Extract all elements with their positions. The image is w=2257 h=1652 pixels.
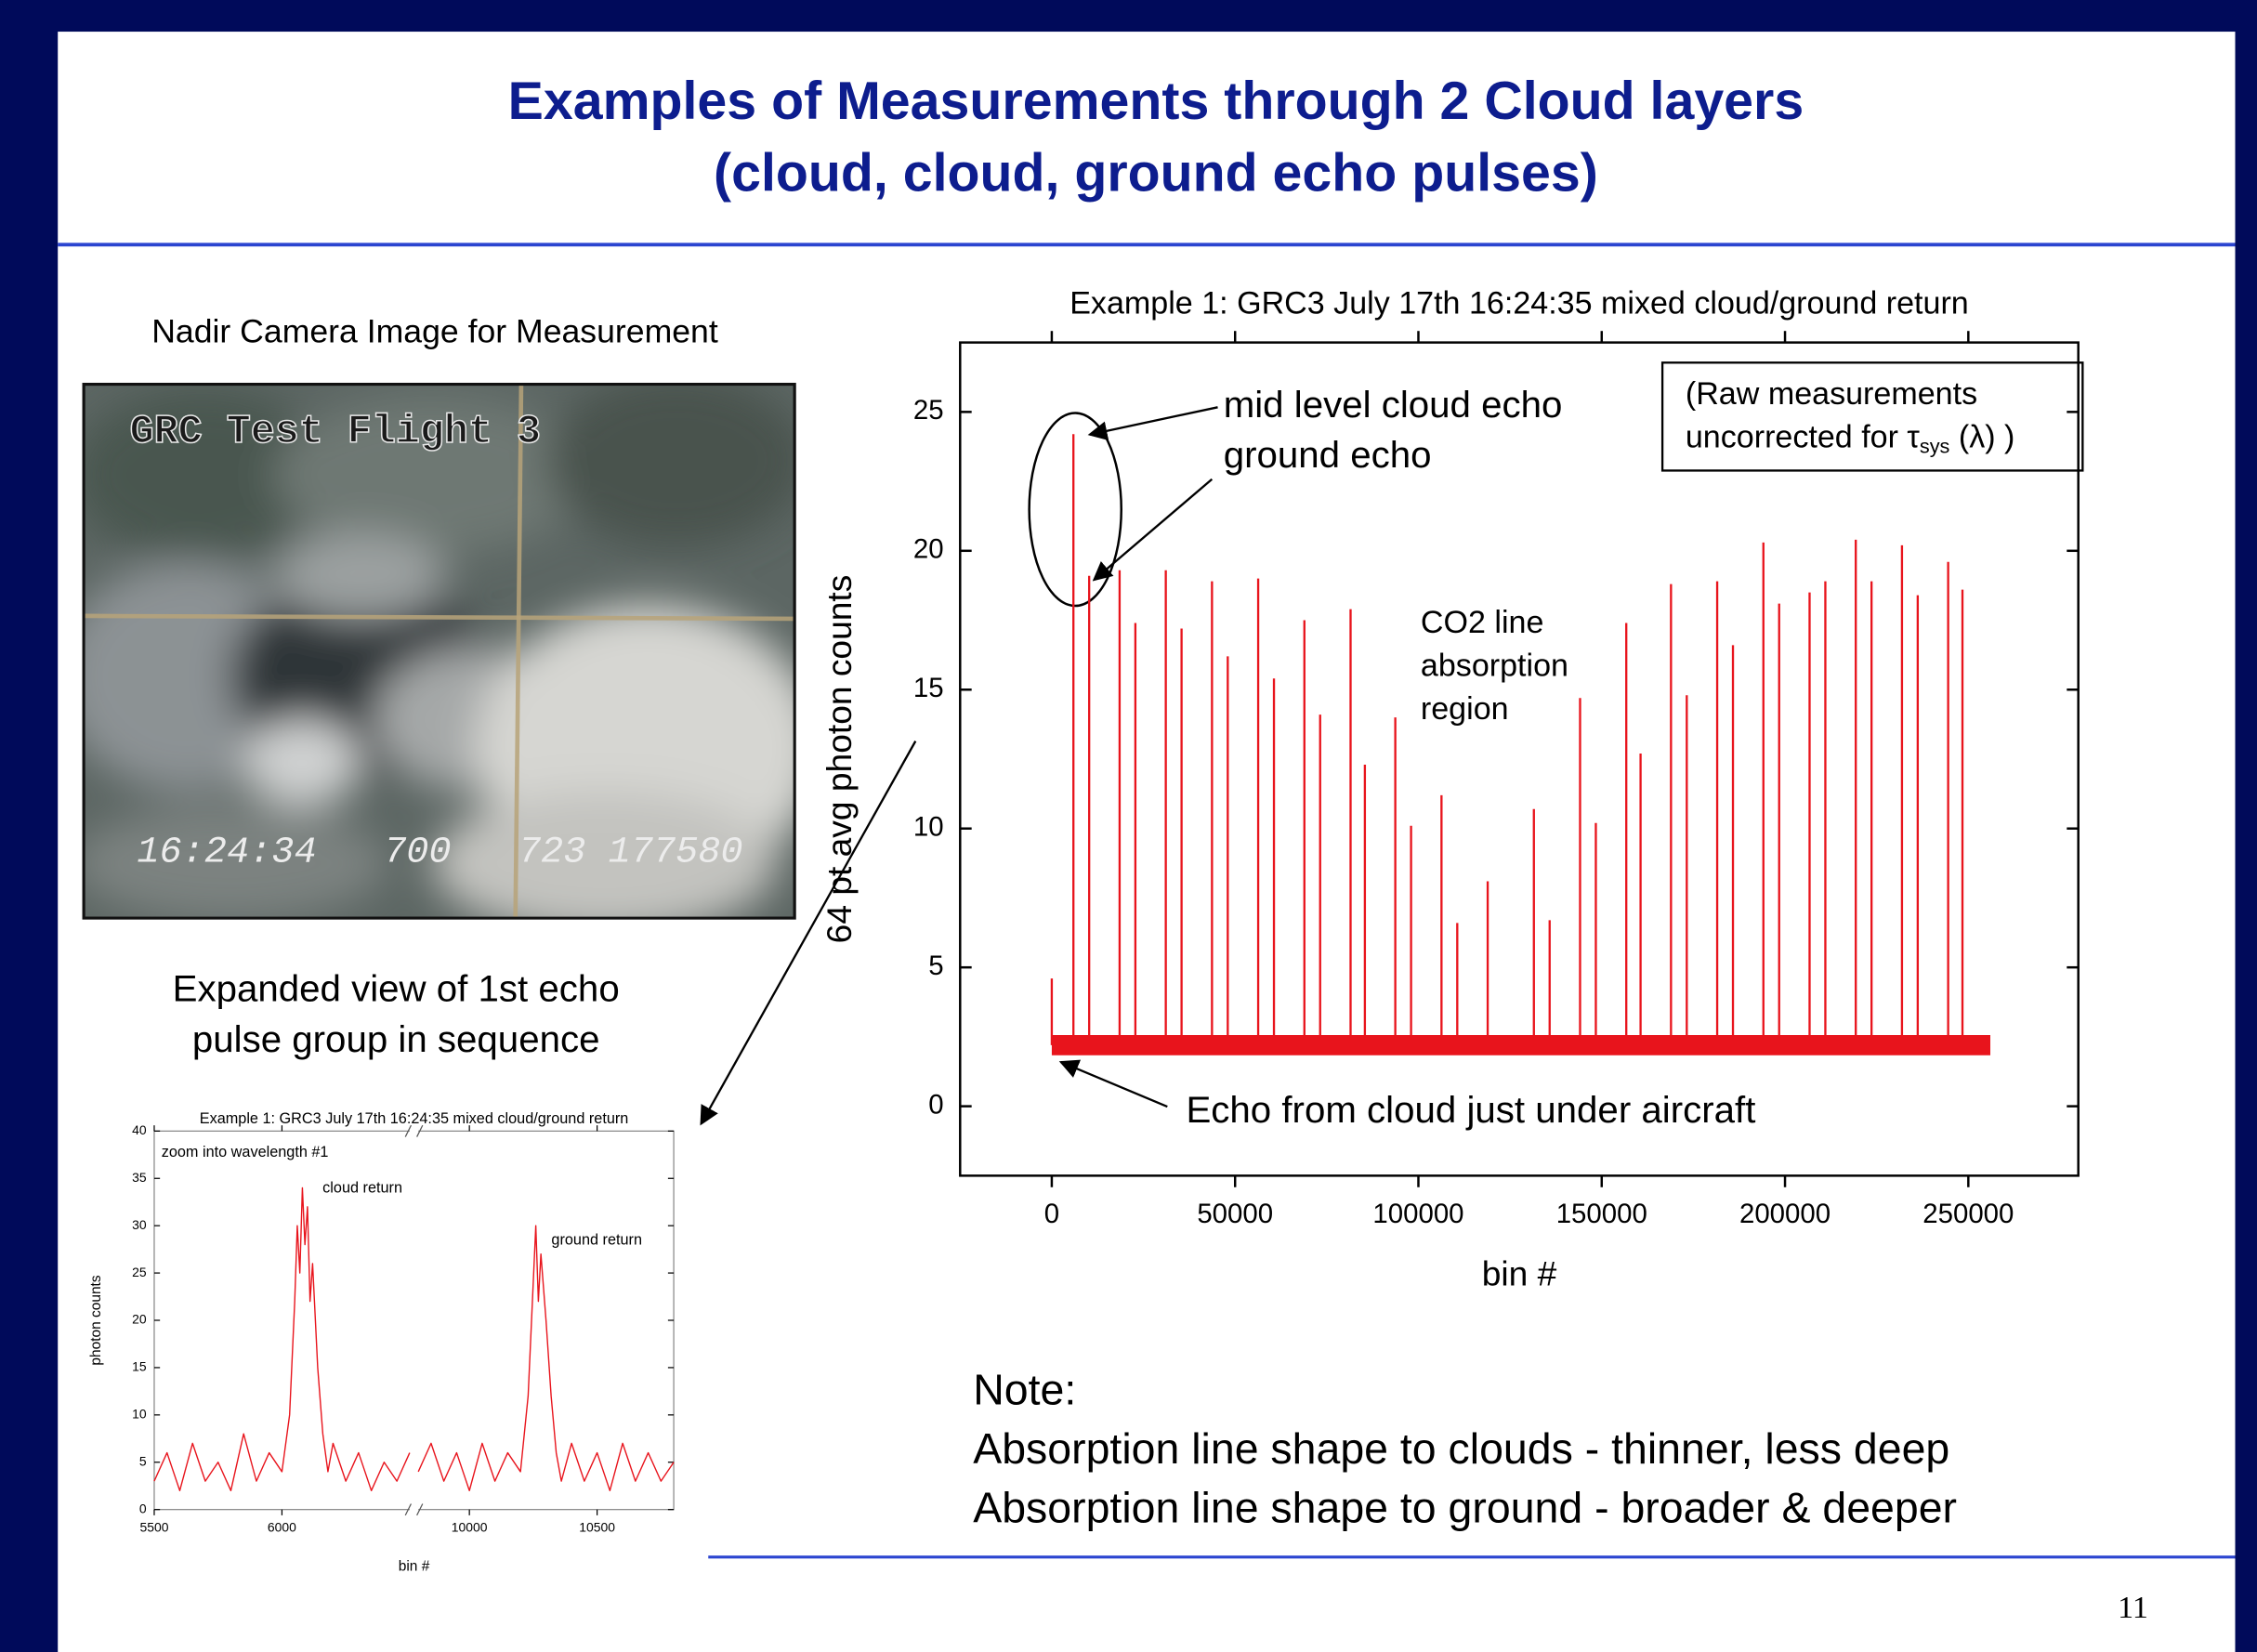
expanded-caption: pulse group in sequence bbox=[192, 1018, 600, 1060]
slide-title: (cloud, cloud, ground echo pulses) bbox=[714, 144, 1598, 203]
annotation-arrow bbox=[1092, 478, 1214, 582]
camera-overlay-stamp: 16:24:34 700 723 177580 bbox=[137, 832, 742, 874]
axis-break-mark bbox=[416, 1124, 424, 1137]
camera-caption: Nadir Camera Image for Measurement bbox=[151, 313, 718, 350]
note-box bbox=[1660, 361, 2084, 472]
axis-break-gap bbox=[409, 1506, 419, 1513]
y-tick-label: 0 bbox=[139, 1501, 147, 1515]
annotation: zoom into wavelength #1 bbox=[162, 1144, 329, 1160]
annotation: Echo from cloud just under aircraft bbox=[1186, 1089, 1755, 1131]
annotation: ground return bbox=[551, 1231, 642, 1248]
y-tick-label: 15 bbox=[913, 673, 944, 703]
annotation: ground echo bbox=[1224, 434, 1432, 476]
note-box-text: (λ) ) bbox=[1949, 419, 2014, 454]
expanded-caption: Expanded view of 1st echo bbox=[173, 968, 620, 1010]
note-line: Note: bbox=[973, 1365, 1076, 1413]
y-tick-label: 25 bbox=[132, 1265, 147, 1279]
annotation: absorption bbox=[1421, 649, 1568, 684]
x-tick-label: 50000 bbox=[1197, 1199, 1273, 1229]
note-line: Absorption line shape to clouds - thinne… bbox=[973, 1424, 1949, 1473]
y-tick-label: 20 bbox=[132, 1312, 147, 1327]
chart-title: Example 1: GRC3 July 17th 16:24:35 mixed… bbox=[200, 1110, 629, 1127]
annotation: CO2 line bbox=[1421, 605, 1544, 640]
data-line bbox=[153, 1187, 675, 1492]
y-tick-label: 30 bbox=[132, 1217, 147, 1232]
x-tick-label: 6000 bbox=[268, 1520, 296, 1535]
x-tick-label: 5500 bbox=[139, 1520, 168, 1535]
y-tick-label: 25 bbox=[913, 395, 944, 426]
x-axis-label: bin # bbox=[399, 1559, 430, 1575]
x-tick-label: 150000 bbox=[1556, 1199, 1647, 1229]
axis-break-mark bbox=[404, 1503, 412, 1516]
annotation: region bbox=[1421, 691, 1509, 727]
x-tick-label: 10500 bbox=[579, 1520, 615, 1535]
y-tick-label: 0 bbox=[928, 1089, 943, 1120]
note-box-text: uncorrected for τ bbox=[1686, 419, 1921, 454]
y-tick-label: 35 bbox=[132, 1170, 147, 1185]
note-line: Absorption line shape to ground - broade… bbox=[973, 1483, 1957, 1531]
plot-frame bbox=[959, 341, 2080, 1177]
x-tick-label: 100000 bbox=[1372, 1199, 1463, 1229]
x-axis-label: bin # bbox=[1482, 1254, 1557, 1293]
camera-image: GRC Test Flight 3 16:24:34 700 723 17758… bbox=[82, 382, 796, 920]
slide-title: Examples of Measurements through 2 Cloud… bbox=[508, 72, 1804, 131]
camera-overlay-title: GRC Test Flight 3 bbox=[130, 410, 541, 455]
y-tick-label: 5 bbox=[139, 1453, 147, 1468]
axis-break-mark bbox=[404, 1124, 412, 1137]
x-tick-label: 0 bbox=[1044, 1199, 1059, 1229]
annotation: cloud return bbox=[322, 1180, 402, 1197]
note-box-subscript: sys bbox=[1920, 434, 1950, 457]
y-tick-label: 40 bbox=[132, 1122, 147, 1137]
y-tick-label: 10 bbox=[913, 811, 944, 842]
axis-break-gap bbox=[409, 1128, 419, 1134]
y-tick-label: 15 bbox=[132, 1359, 147, 1374]
note-box-text: uncorrected for τsys (λ) ) bbox=[1686, 419, 2015, 457]
annotation: mid level cloud echo bbox=[1224, 384, 1563, 426]
y-tick-label: 20 bbox=[913, 534, 944, 565]
x-tick-label: 200000 bbox=[1739, 1199, 1831, 1229]
x-tick-label: 250000 bbox=[1922, 1199, 2014, 1229]
y-axis-label: photon counts bbox=[88, 1275, 104, 1365]
note-box-text: (Raw measurements bbox=[1686, 376, 1977, 412]
zoom-arrow bbox=[700, 741, 917, 1126]
y-tick-label: 5 bbox=[928, 951, 943, 981]
chart: 0 5 10 15 20 25 30 35 40 5500 6000 10000 10500 Exampl… bbox=[88, 1110, 675, 1575]
highlight-ellipse bbox=[1028, 412, 1122, 608]
x-tick-label: 10000 bbox=[452, 1520, 488, 1535]
chart-title: Example 1: GRC3 July 17th 16:24:35 mixed… bbox=[1069, 285, 1969, 321]
y-axis-label: 64 pt avg photon counts bbox=[820, 575, 859, 944]
y-tick-label: 10 bbox=[132, 1407, 147, 1422]
annotation-arrow bbox=[1087, 406, 1218, 441]
axis-break-mark bbox=[416, 1503, 424, 1516]
annotation-arrow bbox=[1058, 1059, 1168, 1108]
page-number: 11 bbox=[2118, 1591, 2148, 1625]
chart: 0 5 10 15 20 25 0 50000 100000 150000 200000 250000… bbox=[820, 285, 2080, 1293]
